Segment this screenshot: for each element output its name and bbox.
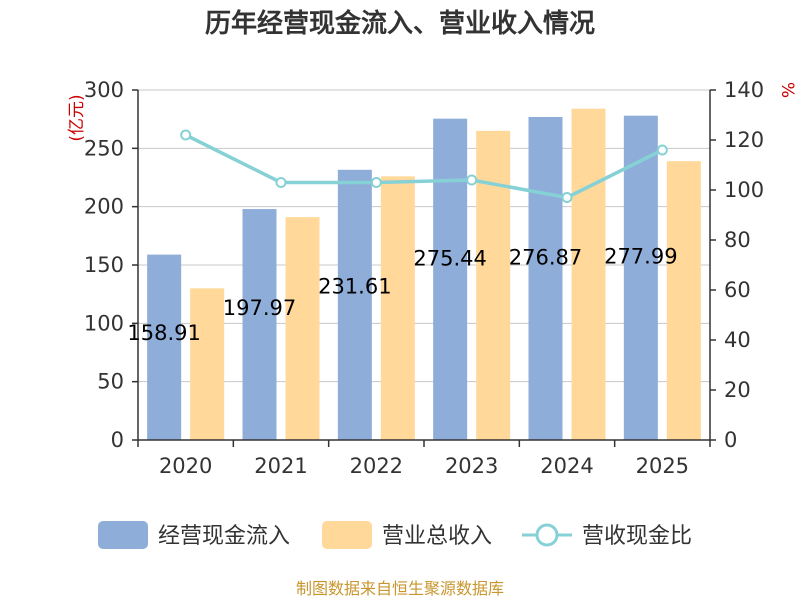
- x-tick-label: 2023: [445, 454, 498, 478]
- ratio-series-line: [184, 133, 664, 200]
- right-tick-label: 20: [724, 378, 751, 402]
- right-tick-label: 80: [724, 228, 751, 252]
- x-tick-label: 2022: [350, 454, 403, 478]
- x-tick-label: 2020: [159, 454, 212, 478]
- left-tick-label: 100: [84, 311, 124, 335]
- data-label-cash-inflow: 275.44: [413, 246, 486, 270]
- legend-label-ratio: 营收现金比: [582, 524, 692, 549]
- data-label-cash-inflow: 277.99: [604, 245, 677, 269]
- left-tick-label: 0: [111, 428, 124, 452]
- bar-cash-inflow-2020: [147, 254, 182, 440]
- ratio-point-2025: [656, 144, 668, 156]
- left-tick-label: 50: [97, 370, 124, 394]
- right-tick-label: 120: [724, 128, 764, 152]
- bar-cash-inflow-2021: [242, 209, 277, 440]
- left-tick-label: 200: [84, 195, 124, 219]
- right-tick-label: 140: [724, 78, 764, 102]
- x-tick-label: 2024: [540, 454, 593, 478]
- right-axis-unit: %: [777, 82, 797, 98]
- bar-cash-inflow-2022: [337, 169, 372, 440]
- ratio-point-2021: [275, 177, 287, 188]
- data-label-cash-inflow: 197.97: [223, 296, 296, 320]
- left-tick-label: 300: [84, 78, 124, 102]
- legend-label-cash-inflow: 经营现金流入: [158, 524, 290, 549]
- ratio-point-2024: [561, 192, 573, 203]
- bar-revenue-2023: [476, 130, 511, 441]
- x-tick-label: 2021: [254, 454, 307, 478]
- data-label-cash-inflow: 231.61: [318, 274, 391, 298]
- left-tick-label: 250: [84, 136, 124, 160]
- bar-revenue-2022: [380, 176, 415, 441]
- chart-title: 历年经营现金流入、营业收入情况: [205, 8, 595, 39]
- left-axis-unit: (亿元): [67, 94, 87, 141]
- bar-revenue-2024: [571, 108, 606, 441]
- legend-swatch-revenue: [322, 521, 372, 549]
- bar-cash-inflow-2024: [528, 116, 563, 441]
- ratio-line: [180, 129, 668, 203]
- bar-revenue-2025: [666, 161, 701, 440]
- bars: [147, 108, 701, 441]
- bar-cash-inflow-2023: [433, 118, 468, 441]
- legend: 经营现金流入 营业总收入 营收现金比: [98, 521, 692, 549]
- ratio-point-2023: [466, 174, 478, 186]
- legend-swatch-ratio-marker: [535, 523, 559, 547]
- axes: 0 50 100 150 200 250 300 0 20 40 60 80 100 120 140 2020…: [84, 78, 764, 478]
- legend-swatch-cash-inflow: [98, 521, 148, 549]
- bar-revenue-2021: [285, 217, 320, 440]
- x-tick-label: 2025: [636, 454, 689, 478]
- legend-label-revenue: 营业总收入: [382, 524, 492, 549]
- ratio-point-2020: [180, 129, 192, 141]
- bar-cash-inflow-2025: [623, 115, 658, 440]
- right-tick-label: 60: [724, 278, 751, 302]
- data-label-cash-inflow: 158.91: [127, 321, 200, 345]
- source-note: 制图数据来自恒生聚源数据库: [296, 579, 504, 598]
- right-tick-label: 0: [724, 428, 737, 452]
- ratio-point-2022: [370, 177, 382, 188]
- right-tick-label: 100: [724, 178, 764, 202]
- right-tick-label: 40: [724, 328, 751, 352]
- data-label-cash-inflow: 276.87: [509, 245, 582, 269]
- data-labels: 158.91 197.97 231.61 275.44 276.87 277.99: [127, 245, 677, 345]
- left-tick-label: 150: [84, 253, 124, 277]
- bar-revenue-2020: [190, 288, 225, 440]
